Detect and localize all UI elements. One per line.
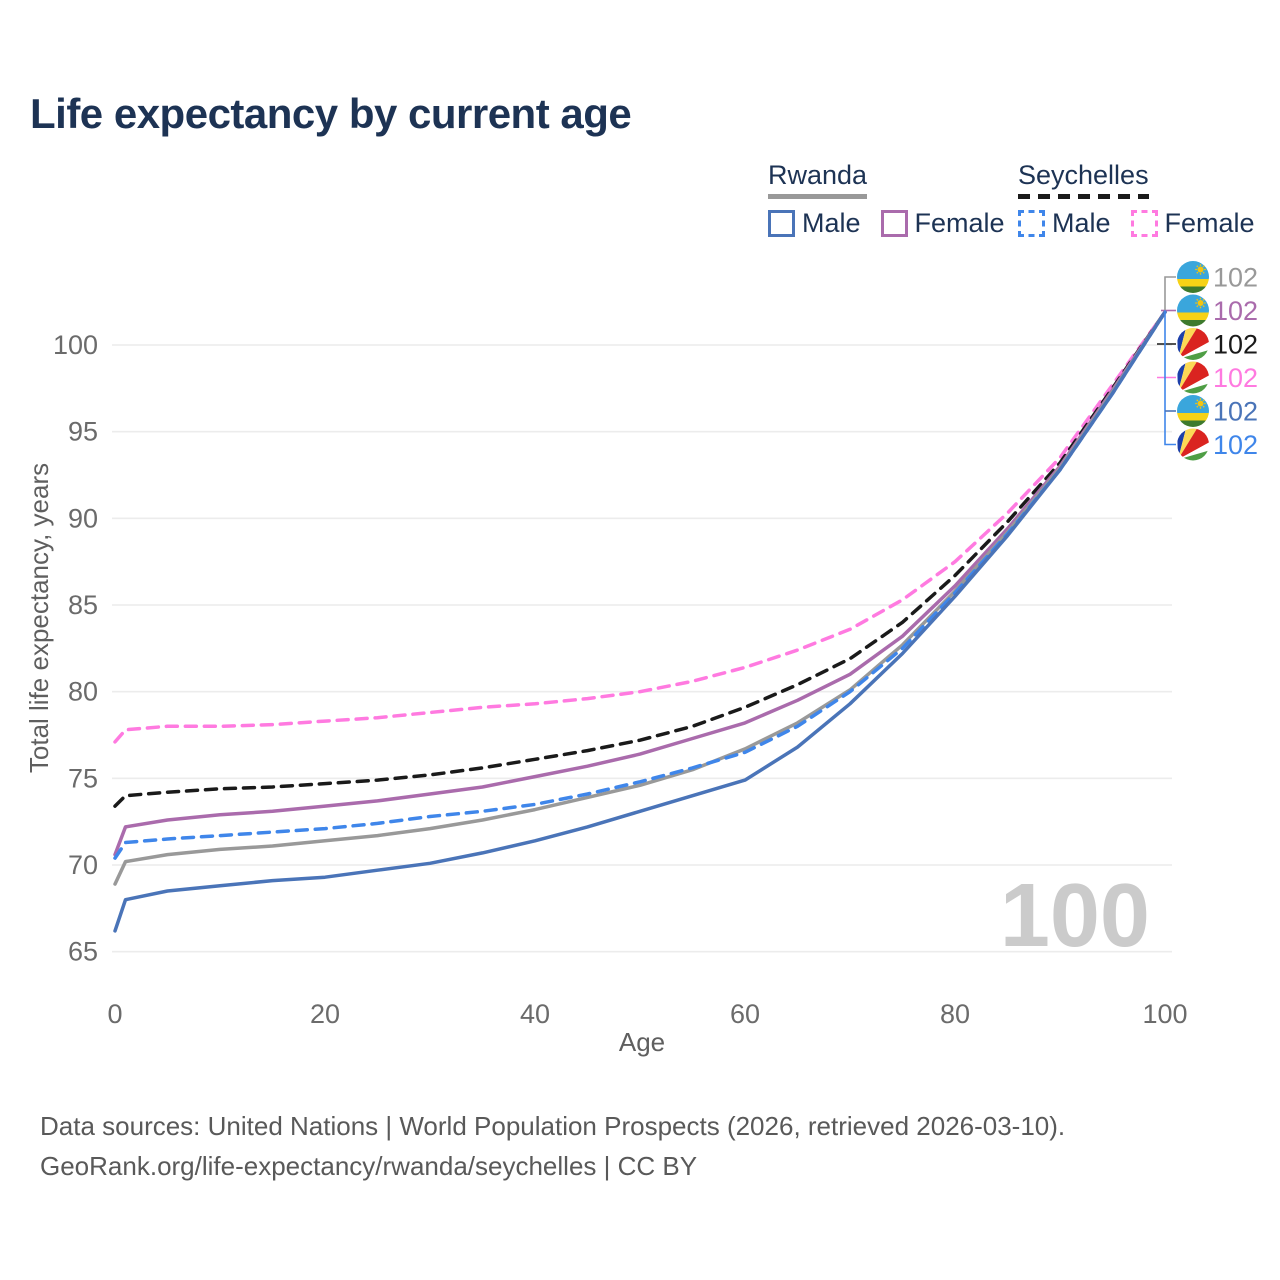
page-title: Life expectancy by current age: [30, 90, 632, 137]
end-value-label-rwanda_total: 102: [1213, 263, 1258, 293]
seychelles-male-swatch-icon: [1018, 210, 1045, 237]
legend-item-seychelles-female[interactable]: Female: [1130, 208, 1255, 239]
y-axis-title: Total life expectancy, years: [24, 463, 54, 773]
legend-group-seychelles: Seychelles Male Female: [1018, 160, 1275, 239]
leader-line-rwanda_total: [1164, 276, 1176, 311]
end-value-label-seychelles_female: 102: [1213, 363, 1258, 393]
y-tick-label: 80: [68, 677, 98, 707]
x-tick-label: 20: [310, 999, 340, 1029]
x-tick-label: 60: [730, 999, 760, 1029]
y-tick-label: 85: [68, 590, 98, 620]
series-line-seychelles_total: [113, 310, 1167, 808]
end-value-label-seychelles_total: 102: [1213, 330, 1258, 360]
series-line-seychelles_male: [113, 310, 1167, 860]
footer: Data sources: United Nations | World Pop…: [40, 1106, 1065, 1186]
legend-country-rwanda-label: Rwanda: [768, 160, 868, 190]
footer-data-sources: Data sources: United Nations | World Pop…: [40, 1111, 1066, 1141]
series-line-rwanda_total: [113, 310, 1167, 886]
x-tick-label: 80: [940, 999, 970, 1029]
y-tick-label: 65: [68, 937, 98, 967]
series-line-rwanda_male: [113, 310, 1167, 933]
seychelles-flag-icon: [1177, 361, 1209, 394]
legend-underline-seychelles: [1018, 194, 1149, 199]
leader-line-seychelles_male: [1164, 310, 1176, 446]
legend-item-rwanda-female[interactable]: Female: [880, 208, 1005, 239]
y-tick-label: 75: [68, 763, 98, 793]
chart-legend: Rwanda Male Female Seychelles: [0, 160, 1280, 250]
x-tick-label: 0: [107, 999, 122, 1029]
end-value-label-rwanda_male: 102: [1213, 397, 1258, 427]
rwanda-flag-icon: [1177, 294, 1209, 327]
end-value-label-seychelles_male: 102: [1213, 430, 1258, 460]
rwanda-female-swatch-icon: [880, 210, 908, 237]
legend-underline-rwanda: [768, 194, 868, 199]
age-watermark: 100: [1000, 866, 1150, 966]
legend-group-rwanda: Rwanda Male Female: [768, 160, 1025, 239]
rwanda-flag-icon: [1177, 261, 1209, 293]
legend-country-rwanda[interactable]: Rwanda: [768, 160, 868, 199]
footer-attribution: GeoRank.org/life-expectancy/rwanda/seych…: [40, 1151, 698, 1181]
seychelles-flag-icon: [1177, 428, 1209, 461]
seychelles-female-swatch-icon: [1130, 210, 1158, 237]
legend-label-seychelles-male: Male: [1052, 208, 1111, 238]
series-line-seychelles_female: [113, 310, 1167, 744]
legend-label-rwanda-male: Male: [802, 208, 861, 238]
legend-country-seychelles[interactable]: Seychelles: [1018, 160, 1149, 199]
x-tick-label: 100: [1142, 999, 1187, 1029]
series-line-rwanda_female: [113, 310, 1167, 857]
rwanda-flag-icon: [1177, 395, 1209, 427]
legend-label-rwanda-female: Female: [914, 208, 1005, 238]
seychelles-flag-icon: [1177, 328, 1209, 360]
legend-country-seychelles-label: Seychelles: [1018, 160, 1149, 190]
y-tick-label: 100: [53, 330, 98, 360]
legend-item-rwanda-male[interactable]: Male: [768, 208, 861, 239]
legend-label-seychelles-female: Female: [1164, 208, 1255, 238]
legend-item-seychelles-male[interactable]: Male: [1018, 208, 1111, 239]
y-tick-label: 70: [68, 850, 98, 880]
rwanda-male-swatch-icon: [768, 210, 795, 237]
end-value-label-rwanda_female: 102: [1213, 296, 1258, 326]
y-tick-label: 90: [68, 503, 98, 533]
y-tick-label: 95: [68, 417, 98, 447]
x-tick-label: 40: [520, 999, 550, 1029]
x-axis-title: Age: [619, 1027, 665, 1057]
